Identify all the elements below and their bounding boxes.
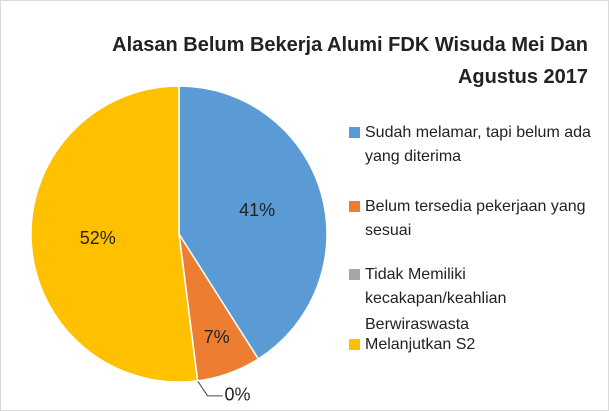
legend-swatch <box>349 339 360 350</box>
legend-label: Belum tersedia pekerjaan yang sesuai <box>365 198 586 239</box>
leader-line <box>197 380 223 397</box>
data-label: 0% <box>225 385 251 405</box>
legend-item: Melanjutkan S2 <box>349 333 608 357</box>
legend-item: Sudah melamar, tapi belum ada yang diter… <box>349 121 608 169</box>
pie-slice <box>30 85 199 383</box>
legend-swatch <box>349 269 360 280</box>
legend-swatch <box>349 127 360 138</box>
legend-label: Sudah melamar, tapi belum ada yang diter… <box>365 124 591 165</box>
legend-label: Berwiraswasta <box>365 316 470 333</box>
data-label: 41% <box>239 200 275 220</box>
data-label: 52% <box>80 228 116 248</box>
legend-item: Berwiraswasta <box>349 313 608 337</box>
pie-slice <box>178 85 328 360</box>
data-label: 7% <box>204 327 230 347</box>
chart-title: Alasan Belum Bekerja Alumi FDK Wisuda Me… <box>112 34 588 88</box>
legend-swatch <box>349 201 360 212</box>
legend-item: Tidak Memiliki kecakapan/keahlian <box>349 263 608 311</box>
legend-label: Tidak Memiliki kecakapan/keahlian <box>365 266 507 307</box>
legend-label: Melanjutkan S2 <box>365 336 476 353</box>
legend-item: Belum tersedia pekerjaan yang sesuai <box>349 195 608 243</box>
